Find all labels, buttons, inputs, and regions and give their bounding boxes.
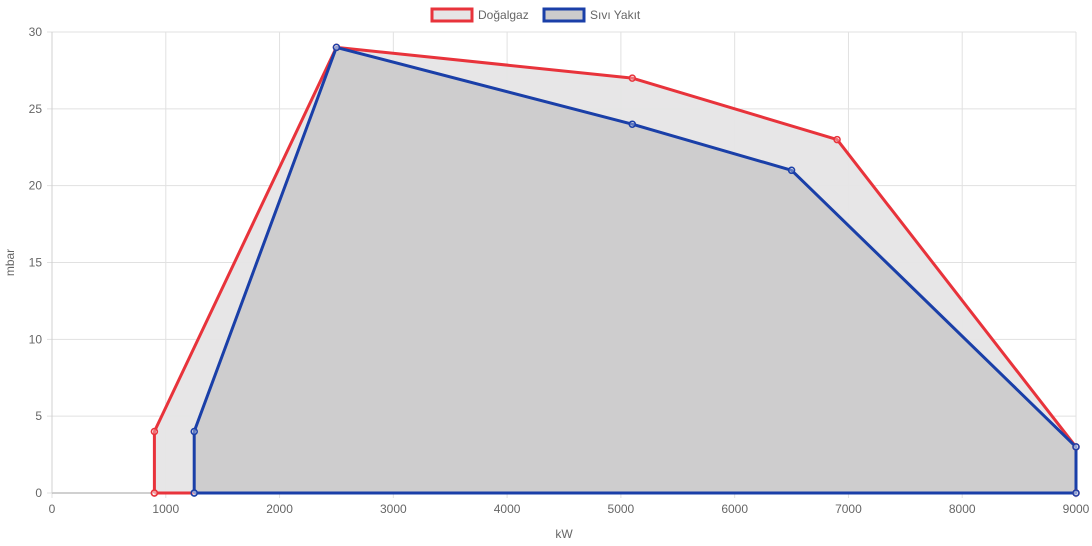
x-tick-label: 8000 — [949, 502, 976, 516]
data-point — [833, 135, 841, 144]
y-tick-label: 10 — [29, 332, 43, 346]
x-tick-label: 6000 — [721, 502, 748, 516]
legend[interactable]: Doğalgaz Sıvı Yakıt — [430, 7, 641, 23]
y-tick-label: 15 — [29, 256, 43, 270]
legend-swatch — [542, 7, 586, 23]
tick-label-layer: 0 1000 2000 3000 4000 5000 6000 7000 8000 9000 0 5 1… — [29, 25, 1090, 516]
x-axis-title: kW — [555, 527, 573, 541]
x-tick-label: 0 — [49, 502, 56, 516]
legend-swatch — [430, 7, 474, 23]
data-point — [332, 43, 341, 52]
x-tick-label: 4000 — [494, 502, 521, 516]
legend-item-0[interactable]: Doğalgaz — [430, 7, 529, 23]
line-layer — [152, 45, 1078, 495]
series-line-1 — [192, 45, 1078, 495]
y-tick-label: 20 — [29, 179, 43, 193]
x-tick-label: 9000 — [1063, 502, 1090, 516]
y-tick-label: 30 — [29, 25, 43, 39]
data-point — [150, 489, 159, 497]
legend-label: Sıvı Yakıt — [590, 8, 641, 22]
x-tick-label: 2000 — [266, 502, 293, 516]
series-area-1 — [194, 47, 1076, 494]
data-point — [190, 427, 198, 436]
x-tick-label: 1000 — [152, 502, 179, 516]
y-tick-label: 25 — [29, 102, 43, 116]
data-point — [787, 166, 796, 175]
x-tick-label: 7000 — [835, 502, 862, 516]
data-point — [628, 120, 637, 128]
data-point — [190, 489, 198, 497]
data-point — [628, 74, 637, 82]
legend-item-1[interactable]: Sıvı Yakıt — [542, 7, 641, 23]
data-point — [1072, 443, 1080, 451]
legend-label: Doğalgaz — [478, 8, 529, 22]
point-layer — [150, 43, 1080, 497]
data-point — [1072, 489, 1080, 497]
y-axis-title: mbar — [3, 249, 17, 276]
y-tick-label: 0 — [35, 486, 42, 500]
x-tick-label: 5000 — [608, 502, 635, 516]
data-point — [150, 427, 159, 436]
y-tick-label: 5 — [35, 409, 42, 423]
x-tick-label: 3000 — [380, 502, 407, 516]
area-layer — [154, 47, 1076, 494]
